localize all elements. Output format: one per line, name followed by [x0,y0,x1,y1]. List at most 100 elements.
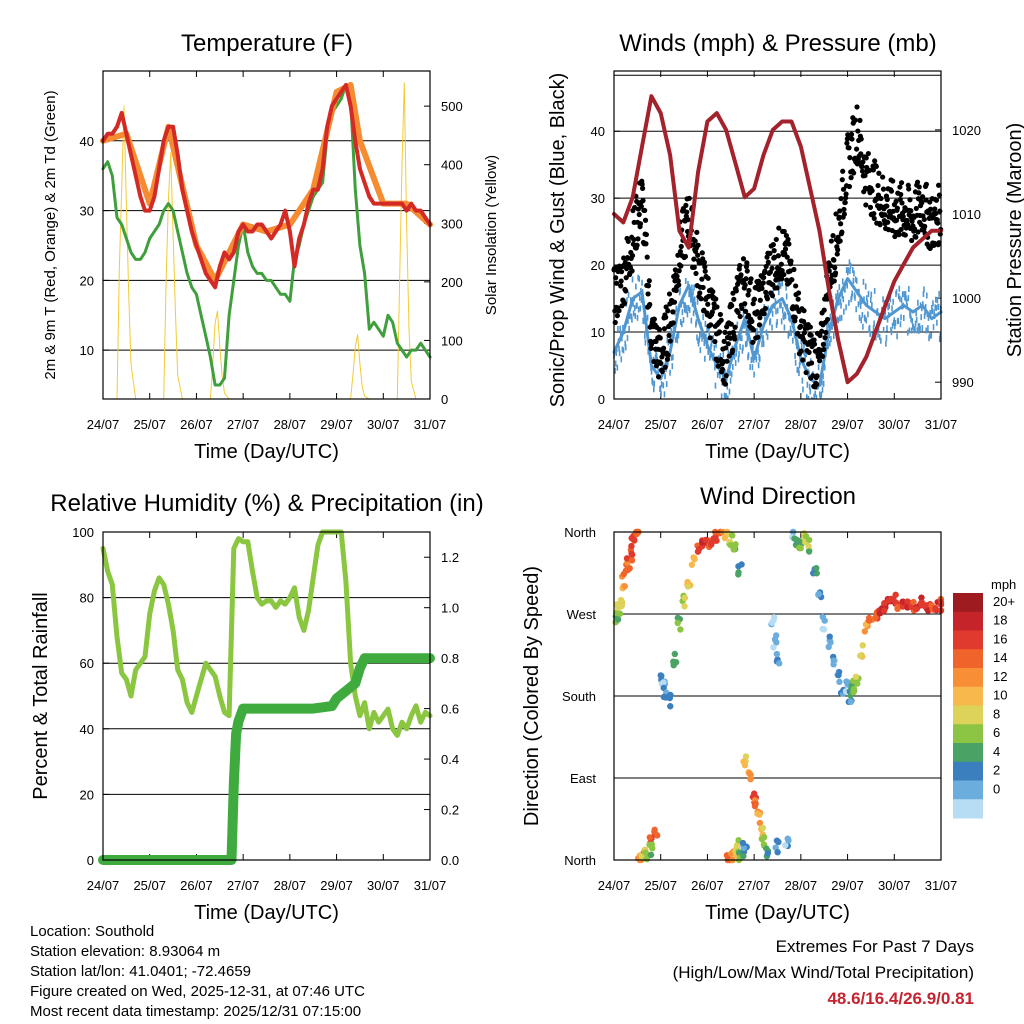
gust-point [661,326,668,332]
gust-point [648,341,655,348]
direction-point [667,703,674,710]
gust-point [858,136,864,142]
y-tick-label: South [562,689,596,704]
gust-point [803,369,809,376]
colorbar-swatch [953,705,983,725]
temperature-9m-line [100,82,433,284]
colorbar-swatch [953,761,983,781]
gust-point [643,231,649,238]
y2-tick-label: 1010 [952,207,981,222]
direction-point [759,824,767,832]
gust-point [890,178,896,184]
gust-point [809,360,815,366]
gust-point [715,363,721,369]
gust-point [817,332,823,339]
colorbar-label: 6 [993,725,1000,740]
colorbar-label: 8 [993,706,1000,721]
x-axis-label: Time (Day/UTC) [705,441,850,463]
gust-point [676,282,682,288]
y2-tick-label: 0 [441,392,448,407]
gust-point [822,335,828,341]
gust-point [643,241,649,247]
gust-point [912,226,918,232]
station-location: Location: Southold [30,923,155,940]
gust-point [644,254,650,260]
gust-point [763,263,769,270]
gust-point [625,238,631,244]
direction-point [861,628,869,635]
gust-point [702,268,708,274]
gust-point [840,186,847,192]
gust-point [666,332,672,339]
gust-point [733,288,739,294]
gust-point [888,188,895,194]
direction-point [752,800,759,807]
y-tick-label: 60 [80,656,94,671]
gust-point [837,238,843,244]
gust-point [675,278,681,284]
y-tick-label: 80 [80,591,94,606]
extremes-heading: Extremes For Past 7 Days [775,937,974,956]
panel-title: Wind Direction [700,483,856,510]
x-tick-label: 26/07 [691,878,724,893]
x-tick-label: 26/07 [180,417,213,432]
colorbar-swatch [953,743,983,763]
gust-point [913,205,919,212]
pressure-line [612,94,943,385]
direction-point [642,849,649,856]
gust-point [840,168,846,174]
gust-point [872,158,878,164]
gust-point [659,368,665,375]
direction-point [646,841,653,848]
gust-point [921,216,927,223]
gust-point [718,317,724,323]
panel-1: Winds (mph) & Pressure (mb) Time (Day/UTC… [547,30,1024,463]
gust-point [902,232,908,238]
gust-point [933,197,940,203]
direction-point [671,650,679,658]
gust-point [645,283,652,289]
gust-point [936,240,942,246]
y2-tick-label: 1.0 [441,601,459,616]
y2-tick-label: 1000 [952,291,981,306]
gust-point [853,146,860,152]
gust-point [685,217,691,223]
y2-tick-label: 1.2 [441,550,459,565]
direction-point [776,660,783,667]
gust-point [727,335,734,341]
direction-point [684,583,692,590]
gust-point [725,341,731,347]
gust-point [839,177,845,183]
gust-point [916,184,922,190]
x-tick-label: 31/07 [925,417,958,432]
gust-point [756,322,763,328]
direction-point [733,841,741,849]
panel-title: Winds (mph) & Pressure (mb) [619,30,936,57]
direction-point [681,594,689,602]
gust-point [755,334,761,340]
gust-point [834,251,840,257]
gust-point [904,217,910,224]
gust-point [898,226,904,233]
gust-point [618,269,625,275]
gust-point [827,263,834,269]
direction-point [866,617,873,624]
gust-point [898,191,904,198]
gust-point [750,327,757,333]
x-tick-label: 27/07 [738,878,771,893]
gust-point [771,248,777,254]
direction-point [805,536,813,544]
x-tick-label: 25/07 [644,417,677,432]
direction-point [646,834,654,841]
gust-point [690,242,696,248]
gust-point [694,229,700,235]
gust-point [919,200,925,206]
direction-point [628,542,635,550]
gust-point [695,252,701,258]
gust-point [712,338,718,345]
plot-border [102,70,431,400]
gust-point [737,313,743,320]
direction-point [690,554,698,561]
gust-point [882,212,888,218]
gust-point [716,329,723,335]
